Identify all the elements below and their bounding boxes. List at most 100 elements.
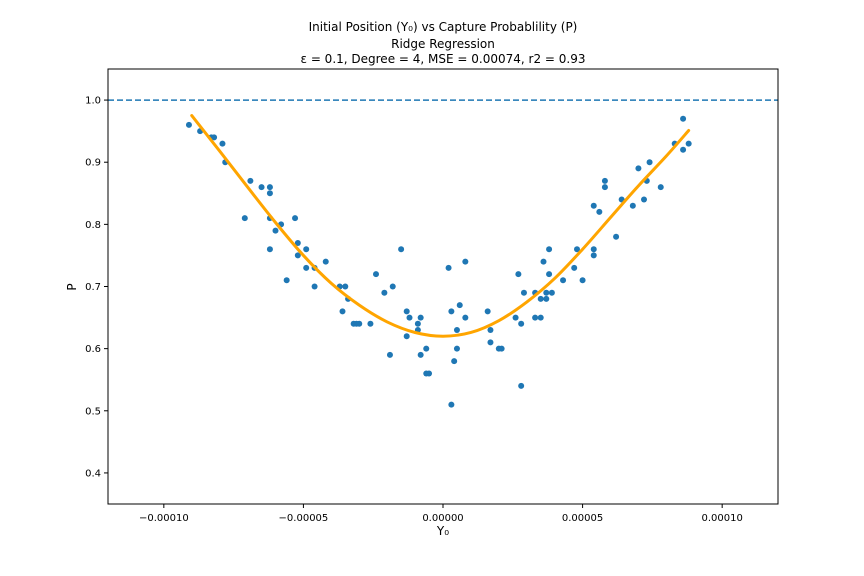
data-point xyxy=(543,295,550,302)
data-point xyxy=(185,121,192,128)
data-point xyxy=(548,289,555,296)
data-point xyxy=(520,289,527,296)
data-point xyxy=(448,401,455,408)
data-point xyxy=(406,314,413,321)
data-point xyxy=(629,202,636,209)
data-point xyxy=(266,190,273,197)
data-point xyxy=(373,271,379,278)
data-point xyxy=(292,215,299,222)
data-point xyxy=(266,184,273,191)
chart-title-line-2: Ridge Regression xyxy=(391,37,495,51)
data-point xyxy=(266,246,273,253)
data-point xyxy=(303,264,310,271)
data-point xyxy=(426,370,433,377)
data-point xyxy=(462,258,469,265)
data-point xyxy=(641,196,647,203)
x-tick-label: 0.00005 xyxy=(562,513,603,524)
x-axis-label: Y₀ xyxy=(436,524,449,538)
data-point xyxy=(283,277,290,284)
data-point xyxy=(635,165,642,172)
data-point xyxy=(241,215,248,222)
data-point xyxy=(381,289,388,296)
x-tick-label: 0.00010 xyxy=(701,513,742,524)
data-point xyxy=(294,240,301,246)
data-point xyxy=(546,271,553,278)
y-axis-label: P xyxy=(65,283,79,290)
data-point xyxy=(512,314,519,321)
data-point xyxy=(546,246,553,253)
x-tick-label: 0.00000 xyxy=(422,513,463,524)
y-tick-label: 0.9 xyxy=(85,158,101,169)
chart-title-line-1: Initial Position (Y₀) vs Capture Probabl… xyxy=(309,20,578,34)
data-point xyxy=(579,277,586,284)
data-point xyxy=(685,140,692,147)
data-point xyxy=(303,246,310,253)
data-point xyxy=(574,246,580,253)
data-point xyxy=(543,289,550,296)
data-point xyxy=(484,308,491,315)
data-point xyxy=(294,252,301,259)
data-point xyxy=(417,314,424,321)
data-point xyxy=(211,134,218,141)
data-point xyxy=(601,184,608,191)
fit-curve xyxy=(190,114,691,338)
data-point xyxy=(339,308,346,315)
data-point xyxy=(389,283,396,290)
x-axis: −0.00010 −0.00005 0.00000 0.00005 0.00010 xyxy=(139,504,743,524)
data-point xyxy=(646,159,653,166)
data-point xyxy=(518,320,525,327)
data-point xyxy=(453,345,460,352)
data-point xyxy=(462,314,469,321)
data-point xyxy=(451,358,458,365)
data-point xyxy=(498,345,505,352)
axes-frame xyxy=(107,68,779,505)
data-point xyxy=(680,146,687,153)
data-point xyxy=(356,320,363,327)
data-point xyxy=(272,227,279,234)
data-point xyxy=(456,302,463,309)
data-point xyxy=(367,320,374,327)
data-point xyxy=(487,339,494,346)
y-axis: 0.4 0.5 0.6 0.7 0.8 0.9 1.0 xyxy=(85,96,108,479)
y-tick-label: 0.6 xyxy=(85,344,101,355)
data-point xyxy=(657,184,664,191)
data-point xyxy=(403,333,410,340)
data-point xyxy=(322,258,329,265)
x-tick-label: −0.00005 xyxy=(279,513,329,524)
x-tick-label: −0.00010 xyxy=(139,513,189,524)
data-point xyxy=(311,283,318,290)
data-point xyxy=(219,140,226,147)
data-point xyxy=(518,382,525,389)
data-point xyxy=(448,308,455,315)
data-point xyxy=(537,314,544,321)
data-point xyxy=(423,345,430,352)
data-point xyxy=(532,314,539,321)
data-point xyxy=(487,327,494,333)
data-point xyxy=(445,264,452,271)
data-point xyxy=(386,351,393,358)
data-point xyxy=(537,295,544,302)
y-tick-label: 0.5 xyxy=(85,406,101,417)
y-tick-label: 0.8 xyxy=(85,220,101,231)
data-point xyxy=(590,246,597,253)
data-point xyxy=(247,177,254,184)
data-point xyxy=(540,258,547,265)
data-point xyxy=(398,246,405,253)
data-point xyxy=(515,271,522,278)
y-tick-label: 1.0 xyxy=(85,96,101,107)
data-point xyxy=(560,277,567,284)
y-tick-label: 0.7 xyxy=(85,282,101,293)
data-point xyxy=(613,233,620,240)
data-point xyxy=(453,327,460,333)
data-point xyxy=(596,208,603,215)
data-point xyxy=(417,351,424,358)
data-point xyxy=(571,264,578,271)
plot-area xyxy=(108,99,778,408)
data-point xyxy=(590,252,597,259)
chart-title-line-3: ε = 0.1, Degree = 4, MSE = 0.00074, r2 =… xyxy=(301,52,586,66)
data-point xyxy=(680,115,687,122)
data-point xyxy=(414,320,421,327)
data-point xyxy=(258,184,265,191)
